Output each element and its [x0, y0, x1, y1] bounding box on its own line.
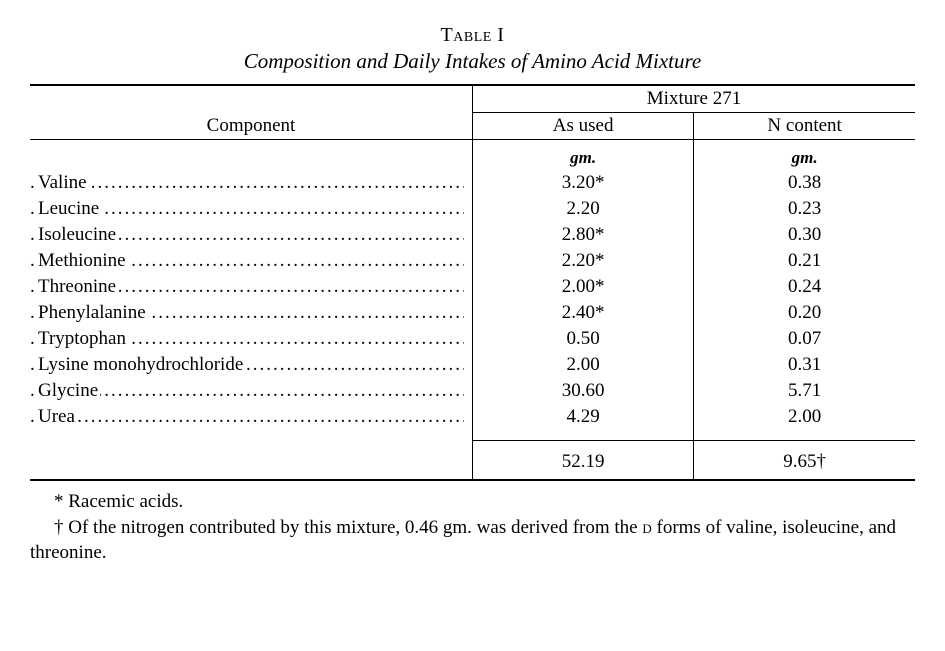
row-label: Isoleucine [30, 222, 473, 248]
row-label: Urea [30, 404, 473, 430]
row-label: Phenylalanine [30, 300, 473, 326]
cell-as-used: 2.00* [473, 274, 694, 300]
cell-n-content: 0.07 [694, 326, 915, 352]
cell-n-content: 0.23 [694, 196, 915, 222]
table-row: Leucine2.200.23 [30, 196, 915, 222]
row-label: Valine [30, 170, 473, 196]
table-row: Isoleucine2.80*0.30 [30, 222, 915, 248]
cell-as-used: 2.00 [473, 352, 694, 378]
amino-acid-table: Component Mixture 271 As used N content … [30, 84, 915, 481]
cell-n-content: 0.24 [694, 274, 915, 300]
total-label-cell [30, 441, 473, 481]
row-label: Leucine [30, 196, 473, 222]
table-row: Glycine30.605.71 [30, 378, 915, 404]
cell-n-content: 5.71 [694, 378, 915, 404]
cell-as-used: 2.20 [473, 196, 694, 222]
cell-n-content: 0.21 [694, 248, 915, 274]
cell-n-content: 0.38 [694, 170, 915, 196]
table-title: Composition and Daily Intakes of Amino A… [30, 49, 915, 74]
cell-as-used: 3.20* [473, 170, 694, 196]
total-as-used: 52.19 [473, 441, 694, 481]
cell-n-content: 0.20 [694, 300, 915, 326]
row-label: Glycine [30, 378, 473, 404]
table-label: Table I [30, 24, 915, 47]
table-row: Tryptophan0.500.07 [30, 326, 915, 352]
col-header-group: Mixture 271 [473, 85, 916, 113]
cell-as-used: 4.29 [473, 404, 694, 430]
cell-n-content: 0.30 [694, 222, 915, 248]
cell-n-content: 2.00 [694, 404, 915, 430]
table-row: Urea4.292.00 [30, 404, 915, 430]
footnotes: * Racemic acids. † Of the nitrogen contr… [30, 489, 915, 566]
unit-n-content: gm. [694, 140, 915, 171]
col-header-as-used: As used [473, 113, 694, 140]
col-header-component: Component [30, 85, 473, 140]
footnote-star: * Racemic acids. [30, 489, 915, 515]
table-row: Methionine2.20*0.21 [30, 248, 915, 274]
row-label: Methionine [30, 248, 473, 274]
table-row: Valine3.20*0.38 [30, 170, 915, 196]
cell-as-used: 0.50 [473, 326, 694, 352]
footnote-dagger: † Of the nitrogen contributed by this mi… [30, 515, 915, 566]
table-row: Threonine2.00*0.24 [30, 274, 915, 300]
cell-as-used: 2.80* [473, 222, 694, 248]
cell-as-used: 30.60 [473, 378, 694, 404]
col-header-n-content: N content [694, 113, 915, 140]
unit-as-used: gm. [473, 140, 694, 171]
cell-as-used: 2.20* [473, 248, 694, 274]
row-label: Threonine [30, 274, 473, 300]
cell-as-used: 2.40* [473, 300, 694, 326]
table-row: Lysine monohydrochloride2.000.31 [30, 352, 915, 378]
total-n-content: 9.65† [694, 441, 915, 481]
table-row: Phenylalanine2.40*0.20 [30, 300, 915, 326]
row-label: Lysine monohydrochloride [30, 352, 473, 378]
row-label: Tryptophan [30, 326, 473, 352]
cell-n-content: 0.31 [694, 352, 915, 378]
